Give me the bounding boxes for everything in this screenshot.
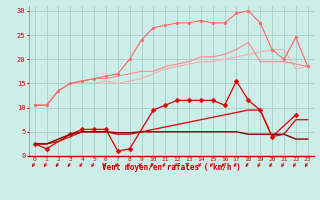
- X-axis label: Vent moyen/en rafales ( km/h ): Vent moyen/en rafales ( km/h ): [102, 163, 241, 172]
